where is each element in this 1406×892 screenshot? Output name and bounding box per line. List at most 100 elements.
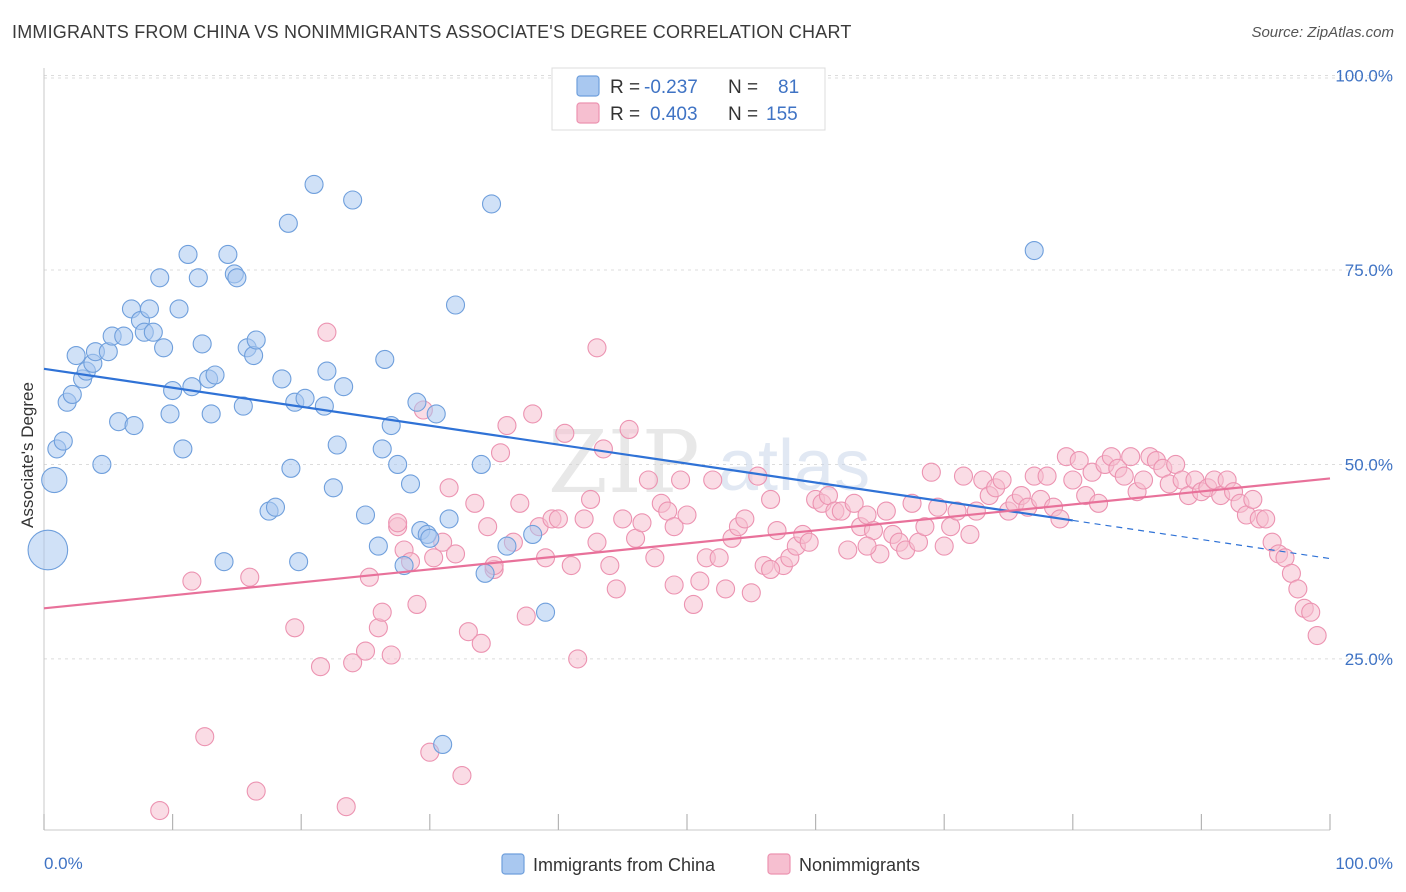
point-nonimmigrants (490, 443, 511, 463)
point-china (163, 381, 183, 401)
point-nonimmigrants (915, 517, 935, 537)
legend-swatch-non (576, 102, 600, 124)
point-china (388, 454, 408, 474)
point-nonimmigrants (671, 470, 691, 490)
point-nonimmigrants (992, 470, 1012, 490)
point-nonimmigrants (600, 556, 620, 576)
point-nonimmigrants (568, 649, 588, 669)
point-nonimmigrants (767, 521, 787, 541)
point-nonimmigrants (844, 493, 864, 513)
series-legend-label-non: Nonimmigrants (799, 855, 920, 875)
point-nonimmigrants (1133, 470, 1154, 490)
point-nonimmigrants (928, 497, 948, 517)
point-china (201, 404, 221, 424)
axes (43, 68, 1331, 831)
point-china (98, 342, 118, 362)
point-china (420, 528, 440, 548)
point-china (192, 334, 212, 354)
point-china (323, 478, 343, 498)
point-nonimmigrants (690, 571, 710, 591)
series-legend-swatch-china (501, 853, 525, 875)
point-china (289, 552, 309, 572)
point-nonimmigrants (953, 466, 974, 486)
legend-n-value-non: 155 (766, 104, 798, 125)
point-nonimmigrants (424, 548, 444, 568)
point-nonimmigrants (510, 493, 530, 513)
point-china (92, 454, 112, 474)
point-nonimmigrants (285, 618, 305, 638)
x-tick-label: 0.0% (44, 854, 83, 873)
point-nonimmigrants (336, 797, 356, 817)
point-nonimmigrants (310, 657, 331, 677)
point-china (214, 552, 234, 572)
point-china (218, 244, 238, 264)
x-tick-label: 100.0% (1335, 854, 1393, 873)
point-china (394, 556, 414, 576)
point-china (355, 505, 376, 525)
point-china (426, 404, 446, 424)
point-china (150, 268, 170, 288)
point-nonimmigrants (317, 322, 337, 342)
point-china (314, 396, 334, 416)
point-nonimmigrants (388, 513, 408, 533)
point-nonimmigrants (645, 548, 665, 568)
trend-line-nonimmigrants (43, 477, 1331, 610)
point-nonimmigrants (478, 517, 498, 537)
point-nonimmigrants (381, 645, 401, 665)
series-legend: Immigrants from China Nonimmigrants (501, 853, 920, 875)
point-nonimmigrants (240, 567, 260, 587)
point-nonimmigrants (452, 766, 472, 786)
point-china (317, 361, 337, 381)
point-china (433, 734, 453, 754)
point-nonimmigrants (1256, 509, 1276, 529)
point-nonimmigrants (748, 466, 768, 486)
watermark-atlas: atlas (718, 426, 870, 506)
point-china (41, 466, 68, 494)
point-nonimmigrants (593, 439, 613, 459)
point-china (278, 213, 298, 233)
point-china (295, 388, 315, 408)
point-nonimmigrants (761, 559, 781, 579)
point-nonimmigrants (195, 727, 215, 747)
point-nonimmigrants (613, 509, 633, 529)
point-china (160, 404, 180, 424)
point-china (481, 194, 502, 214)
trend-line-china (43, 367, 1073, 522)
point-china (227, 268, 247, 288)
point-china (327, 435, 347, 455)
point-nonimmigrants (632, 513, 652, 533)
series-legend-swatch-non (767, 853, 791, 875)
point-nonimmigrants (1301, 602, 1321, 622)
point-nonimmigrants (465, 493, 485, 513)
point-china (66, 346, 86, 366)
point-nonimmigrants (902, 493, 922, 513)
point-nonimmigrants (703, 470, 723, 490)
point-nonimmigrants (182, 571, 202, 591)
legend-n-label-china: N = (728, 77, 758, 98)
nonimmigrants-points (150, 322, 1327, 821)
chart-title: IMMIGRANTS FROM CHINA VS NONIMMIGRANTS A… (12, 22, 852, 42)
point-nonimmigrants (1121, 447, 1141, 467)
point-china (154, 338, 174, 358)
y-tick-label: 75.0% (1345, 261, 1393, 280)
y-axis-title: Associate's Degree (18, 382, 37, 528)
point-nonimmigrants (638, 470, 658, 490)
zipatlas-watermark: ZIP atlas (548, 413, 870, 513)
point-nonimmigrants (709, 548, 729, 568)
point-china (244, 346, 264, 366)
point-china (372, 439, 392, 459)
y-tick-label: 25.0% (1345, 650, 1393, 669)
point-nonimmigrants (799, 532, 819, 552)
point-nonimmigrants (580, 489, 601, 509)
point-nonimmigrants (516, 606, 536, 626)
point-nonimmigrants (735, 509, 755, 529)
point-china (143, 322, 163, 342)
point-nonimmigrants (471, 633, 491, 653)
point-nonimmigrants (1063, 470, 1083, 490)
series-legend-label-china: Immigrants from China (533, 855, 716, 875)
y-tick-label: 100.0% (1335, 67, 1393, 86)
point-nonimmigrants (246, 781, 266, 801)
legend-n-value-china: 81 (778, 77, 799, 98)
source-credit: Source: ZipAtlas.com (1251, 24, 1394, 41)
